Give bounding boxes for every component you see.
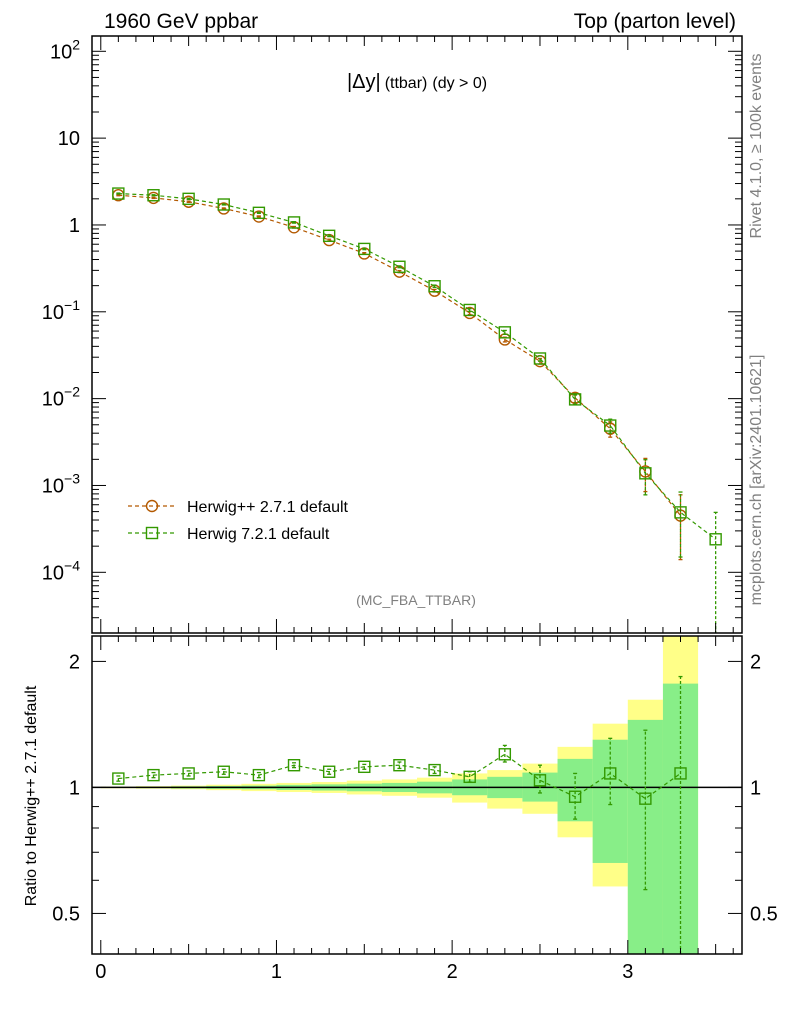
main-y-tick-label: 10−3 bbox=[42, 470, 80, 497]
plot-title: |Δy| (ttbar) (dy > 0) bbox=[347, 71, 487, 93]
main-series bbox=[112, 187, 722, 633]
ratio-point bbox=[147, 768, 160, 782]
ratio-point bbox=[287, 759, 301, 772]
title-suffix: (dy > 0) bbox=[432, 75, 487, 92]
ratio-x-tick-label: 2 bbox=[447, 961, 458, 983]
title-prefix: |Δy| bbox=[347, 71, 381, 93]
ratio-point bbox=[674, 767, 687, 780]
ratio-point bbox=[217, 765, 230, 778]
ratio-point bbox=[182, 767, 195, 780]
uncertainty-bands bbox=[100, 636, 699, 954]
ratio-panel: 0.5 0.5 1 1 2 2 0 1 2 3 Ratio to Herwig++ 2.7.1 d… bbox=[23, 635, 778, 983]
ratio-y-tick-label-left: 1 bbox=[69, 777, 80, 799]
main-point-herwig7 bbox=[709, 533, 722, 546]
green-band-bin bbox=[557, 758, 593, 822]
main-y-tick-label: 10−2 bbox=[42, 384, 80, 411]
header-left: 1960 GeV ppbar bbox=[104, 10, 258, 33]
tick-label-base: 10 bbox=[42, 389, 64, 411]
legend-entry-herwigpp: Herwig++ 2.7.1 default bbox=[128, 499, 349, 516]
tick-label-base: 10 bbox=[50, 41, 72, 63]
mcplots-label: mcplots.cern.ch [arXiv:2401.10621] bbox=[748, 355, 765, 606]
tick-label-base: 10 bbox=[42, 562, 64, 584]
main-point-herwig7 bbox=[674, 506, 687, 519]
legend-label-herwigpp: Herwig++ 2.7.1 default bbox=[187, 499, 349, 516]
main-point-herwig7 bbox=[217, 198, 230, 211]
ratio-point bbox=[604, 767, 617, 780]
ratio-point bbox=[358, 760, 371, 774]
ratio-x-tick-label: 1 bbox=[271, 961, 282, 983]
header-right: Top (parton level) bbox=[574, 10, 736, 33]
main-y-tick-label: 10−4 bbox=[42, 557, 80, 584]
ratio-axis-ticks: 0.5 0.5 1 1 2 2 0 1 2 3 bbox=[52, 636, 778, 983]
ratio-series-line bbox=[118, 753, 681, 800]
ratio-point bbox=[393, 759, 406, 772]
legend-entry-herwig7: Herwig 7.2.1 default bbox=[128, 526, 330, 543]
main-point-herwig7 bbox=[112, 187, 125, 200]
main-point-herwig7 bbox=[393, 260, 406, 273]
main-point-herwig7 bbox=[498, 326, 512, 339]
ratio-y-tick-label-left: 0.5 bbox=[52, 903, 80, 925]
ratio-y-tick-label-right: 0.5 bbox=[750, 903, 778, 925]
legend: Herwig++ 2.7.1 default Herwig 7.2.1 defa… bbox=[128, 499, 349, 543]
ratio-y-tick-label-left: 2 bbox=[69, 651, 80, 673]
ratio-point bbox=[463, 770, 476, 784]
ratio-point bbox=[498, 748, 512, 761]
ratio-point bbox=[568, 790, 582, 803]
main-point-herwig7 bbox=[604, 419, 617, 432]
main-point-herwig7 bbox=[428, 280, 441, 293]
ratio-y-tick-label-right: 1 bbox=[750, 777, 761, 799]
ratio-point bbox=[428, 763, 441, 777]
main-series-line-0 bbox=[118, 194, 681, 516]
ratio-x-tick-label: 0 bbox=[95, 961, 106, 983]
main-point-herwig7 bbox=[252, 206, 266, 220]
main-point-herwigpp bbox=[147, 191, 160, 205]
ratio-series bbox=[112, 675, 687, 954]
ratio-point bbox=[252, 768, 266, 782]
main-point-herwig7 bbox=[322, 229, 336, 243]
title-sub: (ttbar) bbox=[385, 75, 428, 92]
tick-label-base: 10 bbox=[42, 302, 64, 324]
main-point-herwig7 bbox=[182, 192, 195, 206]
ratio-ylabel: Ratio to Herwig++ 2.7.1 default bbox=[23, 685, 40, 906]
ratio-point bbox=[639, 792, 652, 805]
main-point-herwig7 bbox=[639, 467, 652, 480]
main-point-herwig7 bbox=[358, 242, 371, 256]
tick-label-base: 10 bbox=[58, 128, 80, 150]
main-point-herwig7 bbox=[147, 189, 160, 202]
legend-marker-herwig7 bbox=[145, 526, 159, 540]
tick-label-exponent: −1 bbox=[64, 297, 80, 313]
tick-label-exponent: −2 bbox=[64, 384, 80, 400]
main-y-tick-label: 10 bbox=[58, 128, 80, 150]
green-band-bin bbox=[592, 739, 628, 863]
tick-label-base: 1 bbox=[69, 215, 80, 237]
tick-label-base: 10 bbox=[42, 475, 64, 497]
main-series-line-1 bbox=[118, 192, 717, 540]
legend-label-herwig7: Herwig 7.2.1 default bbox=[187, 526, 330, 543]
main-point-herwig7 bbox=[533, 352, 547, 365]
main-y-tick-label: 10−1 bbox=[42, 297, 80, 324]
legend-marker-herwigpp bbox=[145, 499, 159, 513]
main-point-herwig7 bbox=[287, 216, 301, 229]
analysis-tag: (MC_FBA_TTBAR) bbox=[356, 592, 476, 608]
ratio-point bbox=[112, 772, 125, 785]
ratio-x-tick-label: 3 bbox=[622, 961, 633, 983]
main-y-tick-label: 1 bbox=[69, 215, 80, 237]
main-y-tick-label: 102 bbox=[50, 36, 80, 63]
main-point-herwig7 bbox=[463, 303, 476, 317]
ratio-point bbox=[533, 774, 547, 787]
main-point-herwig7 bbox=[568, 393, 582, 406]
ratio-y-tick-label-right: 2 bbox=[750, 651, 761, 673]
ratio-point bbox=[322, 765, 336, 778]
tick-label-exponent: −4 bbox=[64, 557, 80, 573]
tick-label-exponent: −3 bbox=[64, 470, 80, 486]
tick-label-exponent: 2 bbox=[72, 36, 80, 52]
rivet-version-label: Rivet 4.1.0, ≥ 100k events bbox=[748, 54, 765, 239]
main-frame bbox=[91, 35, 743, 634]
